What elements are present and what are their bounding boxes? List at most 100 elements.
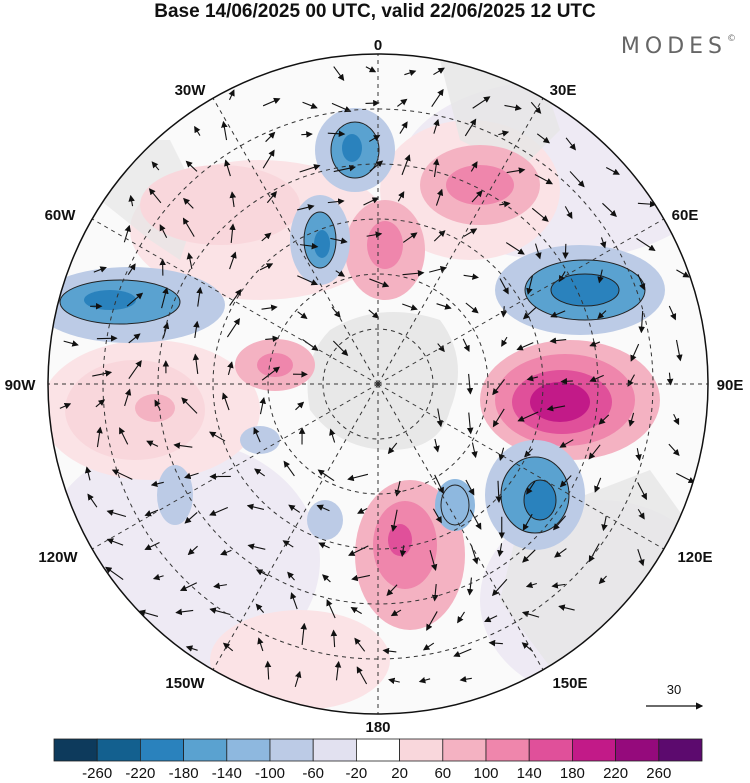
wind-vector — [558, 604, 575, 611]
wind-vector — [432, 508, 442, 524]
wind-vector — [146, 440, 159, 447]
wind-vector — [144, 509, 159, 517]
wind-vector — [196, 286, 203, 307]
wind-vector — [161, 287, 169, 309]
colorbar-tick-label: 220 — [603, 765, 628, 782]
wind-vector — [299, 164, 321, 173]
wind-vector — [261, 366, 280, 381]
wind-vector — [326, 599, 336, 619]
colorbar-tick-label: 260 — [646, 765, 671, 782]
wind-vector — [297, 204, 315, 211]
wind-vector — [261, 232, 272, 242]
map-border — [47, 53, 709, 715]
wind-vector — [354, 637, 366, 652]
wind-vector — [266, 191, 277, 204]
wind-vector — [534, 243, 542, 260]
wind-vector — [522, 513, 533, 531]
wind-vector — [369, 278, 390, 288]
wind-vector — [462, 338, 470, 353]
wind-vector — [138, 609, 159, 617]
wind-vector — [675, 339, 683, 362]
wind-vector — [492, 379, 505, 396]
wind-vector — [628, 412, 635, 427]
wind-vector — [334, 660, 342, 681]
wind-vector — [562, 243, 569, 260]
colorbar-swatch — [528, 738, 573, 762]
wind-vector — [638, 310, 645, 334]
lon-label-180: 180 — [365, 719, 390, 736]
wind-vector — [457, 611, 465, 624]
wind-vector — [436, 408, 444, 428]
graticule — [48, 54, 708, 714]
wind-vector — [351, 574, 370, 582]
wind-vector — [602, 202, 617, 217]
wind-vector — [259, 397, 266, 415]
colorbar-swatch — [399, 738, 444, 762]
lon-label-60e: 60E — [672, 207, 699, 224]
wind-vector — [526, 374, 539, 382]
colorbar-swatch — [485, 738, 530, 762]
wind-vector — [128, 194, 135, 207]
wind-vector — [666, 372, 674, 386]
wind-vector — [429, 550, 438, 571]
lon-label-30w: 30W — [175, 82, 207, 99]
wind-vector — [369, 160, 384, 172]
wind-vector — [257, 637, 264, 652]
wind-vector — [302, 101, 318, 109]
wind-vector — [261, 304, 278, 312]
wind-vector — [418, 677, 431, 684]
wind-vector — [676, 472, 696, 484]
lon-label-150w: 150W — [165, 675, 205, 692]
colorbar-tick-label: 140 — [517, 765, 542, 782]
wind-vector — [397, 98, 408, 107]
wind-vector — [144, 541, 160, 550]
wind-vector — [184, 472, 199, 480]
wind-vector — [501, 336, 508, 347]
colorbar-swatch — [572, 738, 617, 762]
wind-vector — [531, 207, 549, 222]
wind-vector — [637, 549, 645, 567]
wind-vector — [534, 174, 553, 185]
wind-vector — [228, 89, 235, 101]
wind-vector — [179, 582, 198, 591]
lon-label-90w: 90W — [5, 377, 37, 394]
colorbar-swatch — [615, 738, 660, 762]
wind-vector — [255, 603, 265, 614]
wind-vector — [399, 121, 408, 134]
wind-vector — [283, 460, 295, 477]
lon-label-120e: 120E — [677, 549, 712, 566]
wind-vector — [302, 338, 319, 351]
wind-vector — [335, 270, 346, 277]
colorbar: -260 -220 -180 -140 -100 -60 -20 20 60 100 140 180 2… — [53, 738, 703, 782]
colorbar-swatch — [139, 738, 184, 762]
wind-vector — [551, 582, 566, 589]
wind-vector — [213, 582, 227, 590]
wind-vector — [498, 130, 510, 137]
wind-vector — [506, 167, 526, 174]
wind-vector — [63, 340, 79, 347]
wind-vector — [426, 611, 438, 631]
wind-vector — [331, 102, 352, 113]
wind-vector — [183, 197, 194, 209]
wind-vector — [333, 164, 356, 173]
colorbar-tick-label: 20 — [391, 765, 408, 782]
wind-vector — [330, 237, 348, 244]
wind-vector — [517, 411, 539, 422]
wind-vector — [124, 388, 132, 407]
wind-vector — [148, 188, 162, 204]
wind-vector — [497, 543, 504, 557]
wind-vector — [459, 675, 472, 683]
wind-vector — [87, 493, 98, 508]
wind-vector — [549, 337, 567, 344]
wind-vector — [465, 302, 479, 314]
wind-vector — [221, 392, 230, 411]
wind-vector — [96, 426, 103, 448]
wind-vector — [554, 548, 567, 558]
longitude-labels: 0 30E 60E 90E 120E 150E 180 150W 120W 90… — [5, 37, 744, 736]
wind-vector — [601, 516, 608, 532]
wind-vector — [463, 228, 478, 237]
wind-vector — [597, 310, 607, 320]
wind-vector — [221, 120, 228, 141]
wind-vector — [347, 473, 369, 482]
wind-vector — [431, 584, 439, 602]
